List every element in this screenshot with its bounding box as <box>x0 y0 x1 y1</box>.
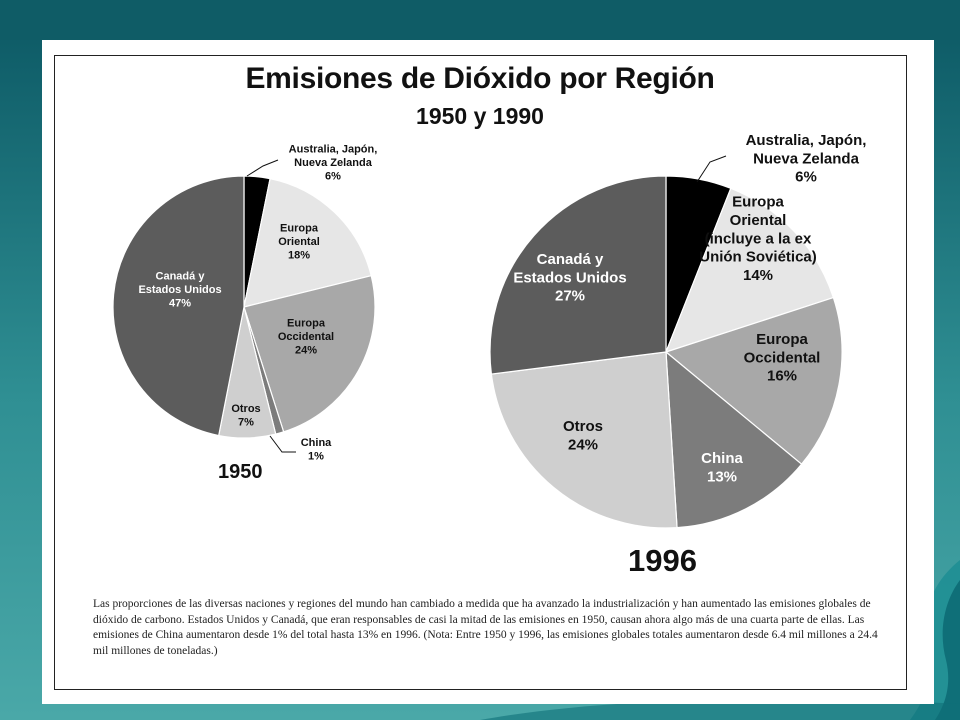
slice-label: Europa <box>756 331 808 348</box>
pie-1996: Australia, Japón,Nueva Zelanda6%EuropaOr… <box>489 132 867 578</box>
slice-label: 24% <box>295 344 317 356</box>
slice-label: 6% <box>795 169 817 186</box>
slice-label: Estados Unidos <box>138 284 221 296</box>
slice-label: Otros <box>231 403 260 415</box>
leader-line <box>246 159 279 177</box>
slice-label: 1% <box>308 451 324 463</box>
slice-label: Europa <box>287 317 326 329</box>
slice-label: Australia, Japón, <box>746 132 867 149</box>
slice-label: 18% <box>288 249 310 261</box>
pie-slice <box>243 177 372 308</box>
top-bar <box>0 0 960 40</box>
slice-label: Europa <box>280 222 319 234</box>
slice-label: Australia, Japón, <box>289 143 378 155</box>
slice-label: Canadá y <box>537 251 604 268</box>
slice-label: Nueva Zelanda <box>753 150 860 167</box>
leader-line <box>696 155 727 183</box>
leader-line <box>269 435 296 453</box>
slice-label: 16% <box>767 368 797 385</box>
slice-label: China <box>701 450 743 467</box>
slice-label: 6% <box>325 170 341 182</box>
slice-label: Estados Unidos <box>513 269 626 286</box>
slice-label: Nueva Zelanda <box>294 157 373 169</box>
slice-label: Europa <box>732 194 784 211</box>
slice-label: China <box>301 437 332 449</box>
chart-title: Emisiones de Dióxido por Región <box>245 62 715 95</box>
decorative-wave-shape <box>910 560 960 720</box>
pie-slice <box>112 175 245 437</box>
pie-slice <box>490 351 678 529</box>
slice-label: Unión Soviética) <box>699 249 817 266</box>
slice-label: Occidental <box>744 349 821 366</box>
pie-slice <box>243 274 376 433</box>
chart-subtitle: 1950 y 1990 <box>416 103 544 129</box>
slice-label: (incluye a la ex <box>705 230 812 247</box>
pie-slice <box>664 296 843 466</box>
slice-label: Otros <box>563 418 603 435</box>
pie-year-label: 1996 <box>628 543 697 578</box>
slice-label: Oriental <box>730 212 787 229</box>
figure-caption: Las proporciones de las diversas nacione… <box>93 598 878 657</box>
slice-label: 24% <box>568 436 598 453</box>
slice-label: 14% <box>743 267 773 284</box>
slice-label: Oriental <box>278 236 320 248</box>
pie-slice <box>489 175 667 375</box>
slice-label: 7% <box>238 417 254 429</box>
slice-label: Canadá y <box>156 270 206 282</box>
pie-year-label: 1950 <box>218 461 263 483</box>
figure-frame <box>54 55 907 690</box>
decorative-swoosh <box>480 698 960 720</box>
slice-label: Occidental <box>278 331 334 343</box>
slice-label: 47% <box>169 297 191 309</box>
slice-label: 13% <box>707 468 737 485</box>
slice-label: 27% <box>555 288 585 305</box>
pie-slice <box>665 350 803 529</box>
